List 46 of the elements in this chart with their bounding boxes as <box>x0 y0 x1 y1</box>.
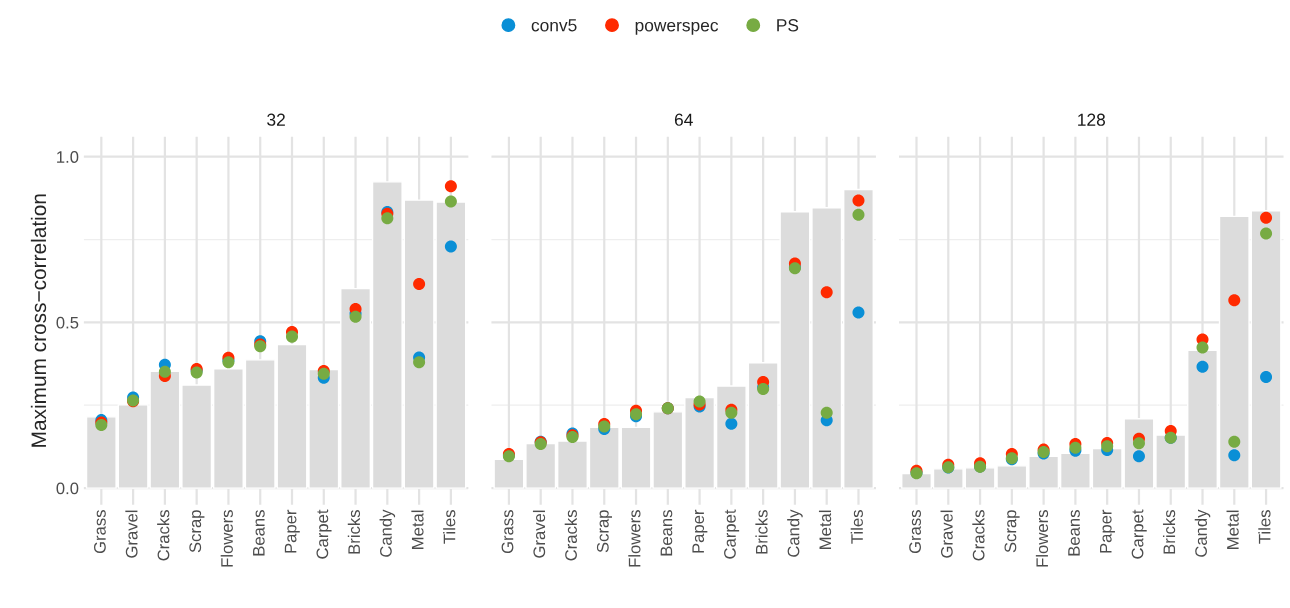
x-tick-label: Cracks <box>157 510 170 561</box>
x-tick-label: Tiles <box>850 510 863 544</box>
x-tick-label: Scrap <box>1004 510 1020 553</box>
y-tick-label: 1.0 <box>57 151 79 163</box>
x-tick-label: Scrap <box>189 510 205 553</box>
x-tick-label: Gravel <box>940 510 953 558</box>
x-tick-label: Carpet <box>316 509 332 559</box>
x-tick-label: Candy <box>1194 509 1211 557</box>
x-tick-label: Cracks <box>972 510 985 561</box>
x-tick-label: Flowers <box>1035 510 1049 567</box>
y-tick-label: 0.5 <box>56 316 79 329</box>
x-tick-label: Bricks <box>347 510 361 554</box>
x-tick-label: Bricks <box>1162 510 1176 554</box>
x-tick-label: Grass <box>909 510 921 554</box>
x-tick-label: Cracks <box>564 510 577 561</box>
x-tick-label: Paper <box>692 509 708 553</box>
x-tick-label: Beans <box>253 510 265 556</box>
x-tick-label: Scrap <box>596 510 613 553</box>
x-tick-label: Tiles <box>443 510 456 544</box>
legend-label: PS <box>777 19 799 32</box>
x-tick-label: Flowers <box>628 510 641 567</box>
x-tick-label: Beans <box>1068 510 1080 556</box>
x-tick-label: Carpet <box>724 509 740 559</box>
chart-title: 64 <box>674 113 693 126</box>
y-axis-title: Maximum cross−correlation <box>30 194 47 447</box>
x-tick-label: Grass <box>501 510 514 554</box>
x-tick-label: Grass <box>94 510 106 554</box>
legend-label: conv5 <box>531 19 577 32</box>
x-tick-label: Metal <box>411 510 424 549</box>
x-tick-label: Candy <box>787 509 803 557</box>
chart-title: 128 <box>1078 113 1106 126</box>
x-tick-label: Flowers <box>220 510 233 567</box>
y-tick-label: 0.0 <box>56 482 79 495</box>
x-tick-label: Tiles <box>1258 510 1271 544</box>
x-tick-label: Bricks <box>755 510 768 554</box>
chart-title: 32 <box>267 113 285 126</box>
x-tick-label: Metal <box>1226 510 1239 549</box>
legend-label: powerspec <box>635 21 719 35</box>
x-tick-label: Gravel <box>125 510 138 558</box>
x-tick-label: Metal <box>818 510 832 549</box>
x-tick-label: Paper <box>284 509 300 553</box>
x-tick-label: Carpet <box>1131 509 1147 559</box>
x-tick-label: Paper <box>1100 509 1115 553</box>
x-tick-label: Gravel <box>532 510 546 558</box>
x-tick-label: Beans <box>660 510 673 556</box>
x-tick-label: Candy <box>379 509 396 557</box>
